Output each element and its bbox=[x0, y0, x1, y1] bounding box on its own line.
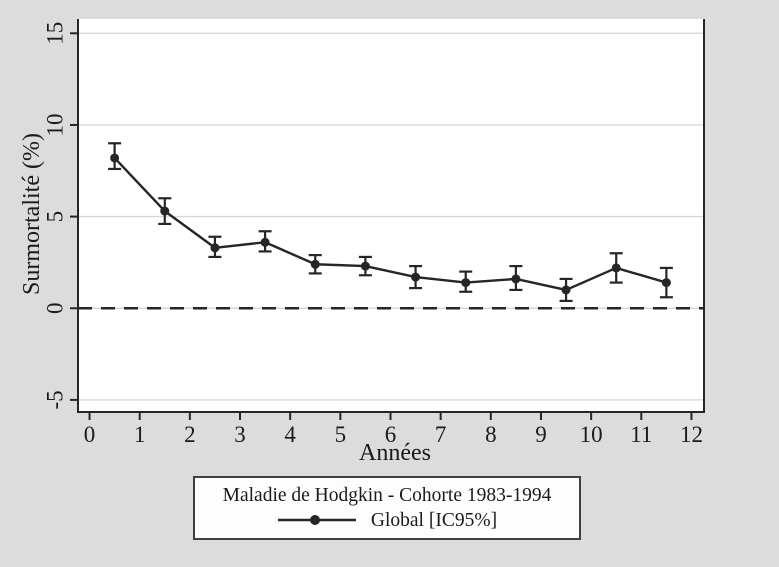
data-point-marker bbox=[561, 285, 571, 295]
x-tick-label-10: 10 bbox=[580, 422, 603, 447]
x-tick-label-6: 6 bbox=[385, 422, 397, 447]
data-point-marker bbox=[160, 206, 170, 216]
data-point-marker bbox=[360, 261, 370, 271]
data-point-marker bbox=[461, 278, 471, 288]
data-point-marker bbox=[611, 263, 621, 273]
y-tick-label-15: 15 bbox=[43, 22, 68, 45]
plot-area bbox=[78, 19, 704, 412]
legend-entry-label: Global [IC95%] bbox=[370, 509, 498, 531]
x-tick-label-4: 4 bbox=[284, 422, 296, 447]
legend-box: Maladie de Hodgkin - Cohorte 1983-1994 G… bbox=[193, 476, 581, 540]
data-point-marker bbox=[210, 243, 220, 253]
x-tick-label-12: 12 bbox=[680, 422, 703, 447]
x-tick-label-7: 7 bbox=[435, 422, 447, 447]
legend-line-marker-icon bbox=[277, 515, 356, 526]
data-point-marker bbox=[411, 272, 421, 282]
y-tick-label-0: 0 bbox=[43, 303, 68, 315]
y-tick-label--5: -5 bbox=[43, 390, 68, 409]
data-point-marker bbox=[310, 259, 320, 269]
x-tick-label-1: 1 bbox=[134, 422, 146, 447]
x-axis-title: Années bbox=[359, 440, 431, 466]
y-tick-label-10: 10 bbox=[43, 113, 68, 136]
y-tick-label-5: 5 bbox=[43, 211, 68, 223]
data-point-marker bbox=[511, 274, 521, 284]
x-tick-label-11: 11 bbox=[630, 422, 652, 447]
x-tick-label-3: 3 bbox=[234, 422, 246, 447]
x-tick-label-8: 8 bbox=[485, 422, 497, 447]
legend-title: Maladie de Hodgkin - Cohorte 1983-1994 bbox=[222, 485, 552, 507]
x-tick-label-5: 5 bbox=[335, 422, 347, 447]
series-line bbox=[113, 157, 667, 292]
data-point-marker bbox=[260, 237, 270, 247]
x-tick-label-0: 0 bbox=[84, 422, 96, 447]
y-axis-title: Surmortalité (%) bbox=[19, 133, 45, 295]
data-point-marker bbox=[661, 278, 671, 288]
x-tick-label-9: 9 bbox=[535, 422, 547, 447]
legend-entry: Global [IC95%] bbox=[277, 510, 497, 531]
x-tick-label-2: 2 bbox=[184, 422, 196, 447]
data-point-marker bbox=[110, 153, 120, 163]
